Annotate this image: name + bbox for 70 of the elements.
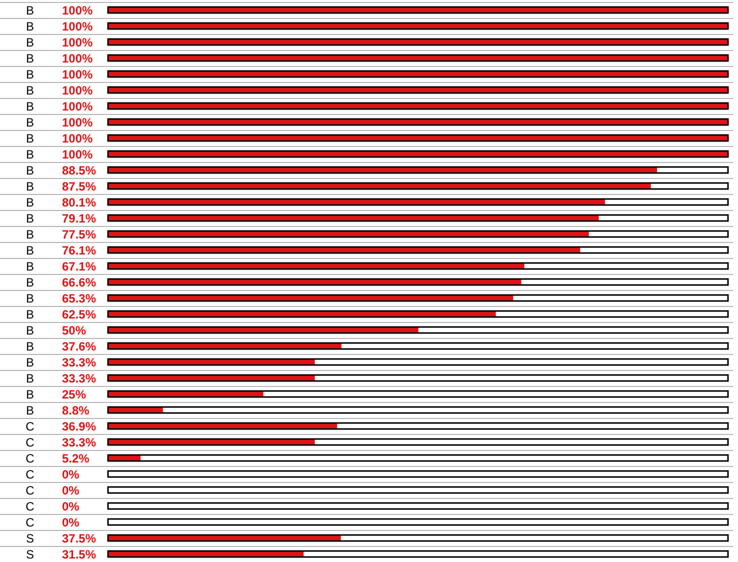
data-label: 0%: [62, 483, 80, 498]
y-tick-label: B: [26, 387, 34, 402]
y-tick-label: C: [26, 483, 35, 498]
data-label: 31.5%: [62, 547, 96, 562]
y-tick-label: B: [26, 403, 34, 418]
data-label: 0%: [62, 515, 80, 530]
y-tick-label: B: [26, 339, 34, 354]
data-label: 25%: [62, 387, 86, 402]
data-label: 80.1%: [62, 195, 96, 210]
data-label: 100%: [62, 131, 94, 146]
y-tick-label: B: [26, 323, 34, 338]
data-label: 76.1%: [62, 243, 96, 258]
data-label: 100%: [62, 51, 94, 66]
y-tick-label: B: [26, 67, 34, 82]
y-tick-label: B: [26, 355, 34, 370]
data-label: 100%: [62, 35, 94, 50]
data-label: 33.3%: [62, 371, 96, 386]
y-tick-label: C: [26, 451, 35, 466]
data-label: 100%: [62, 83, 94, 98]
y-tick-label: C: [26, 419, 35, 434]
data-label: 0%: [62, 499, 80, 514]
y-tick-label: B: [26, 179, 34, 194]
y-tick-label: B: [26, 99, 34, 114]
data-label: 88.5%: [62, 163, 96, 178]
data-label: 100%: [62, 19, 94, 34]
y-tick-label: B: [26, 131, 34, 146]
y-tick-label: B: [26, 19, 34, 34]
y-tick-label: B: [26, 275, 34, 290]
data-label: 87.5%: [62, 179, 96, 194]
y-tick-label: S: [26, 531, 34, 546]
data-label: 37.6%: [62, 339, 96, 354]
data-label: 8.8%: [62, 403, 90, 418]
y-tick-label: B: [26, 243, 34, 258]
data-label: 37.5%: [62, 531, 96, 546]
data-label: 50%: [62, 323, 86, 338]
data-label: 100%: [62, 99, 94, 114]
data-label: 100%: [62, 147, 94, 162]
y-tick-label: B: [26, 227, 34, 242]
data-label: 33.3%: [62, 435, 96, 450]
data-label: 0%: [62, 467, 80, 482]
data-label: 79.1%: [62, 211, 96, 226]
data-label: 62.5%: [62, 307, 96, 322]
y-tick-label: B: [26, 83, 34, 98]
data-label: 77.5%: [62, 227, 96, 242]
data-label: 100%: [62, 67, 94, 82]
y-tick-label: B: [26, 163, 34, 178]
y-tick-label: B: [26, 195, 34, 210]
data-label: 67.1%: [62, 259, 96, 274]
data-label: 65.3%: [62, 291, 96, 306]
y-tick-label: B: [26, 307, 34, 322]
y-tick-label: B: [26, 371, 34, 386]
y-tick-label: C: [26, 467, 35, 482]
y-tick-label: B: [26, 115, 34, 130]
y-tick-label: B: [26, 147, 34, 162]
y-tick-label: C: [26, 499, 35, 514]
data-label: 5.2%: [62, 451, 90, 466]
data-label: 33.3%: [62, 355, 96, 370]
y-tick-label: B: [26, 35, 34, 50]
y-tick-label: B: [26, 259, 34, 274]
y-tick-label: B: [26, 3, 34, 18]
data-label: 100%: [62, 115, 94, 130]
data-label: 66.6%: [62, 275, 96, 290]
y-tick-label: B: [26, 211, 34, 226]
y-tick-label: B: [26, 51, 34, 66]
y-tick-label: C: [26, 435, 35, 450]
y-tick-label: S: [26, 547, 34, 562]
data-label: 100%: [62, 3, 94, 18]
y-tick-label: B: [26, 291, 34, 306]
data-label: 36.9%: [62, 419, 96, 434]
y-tick-label: C: [26, 515, 35, 530]
